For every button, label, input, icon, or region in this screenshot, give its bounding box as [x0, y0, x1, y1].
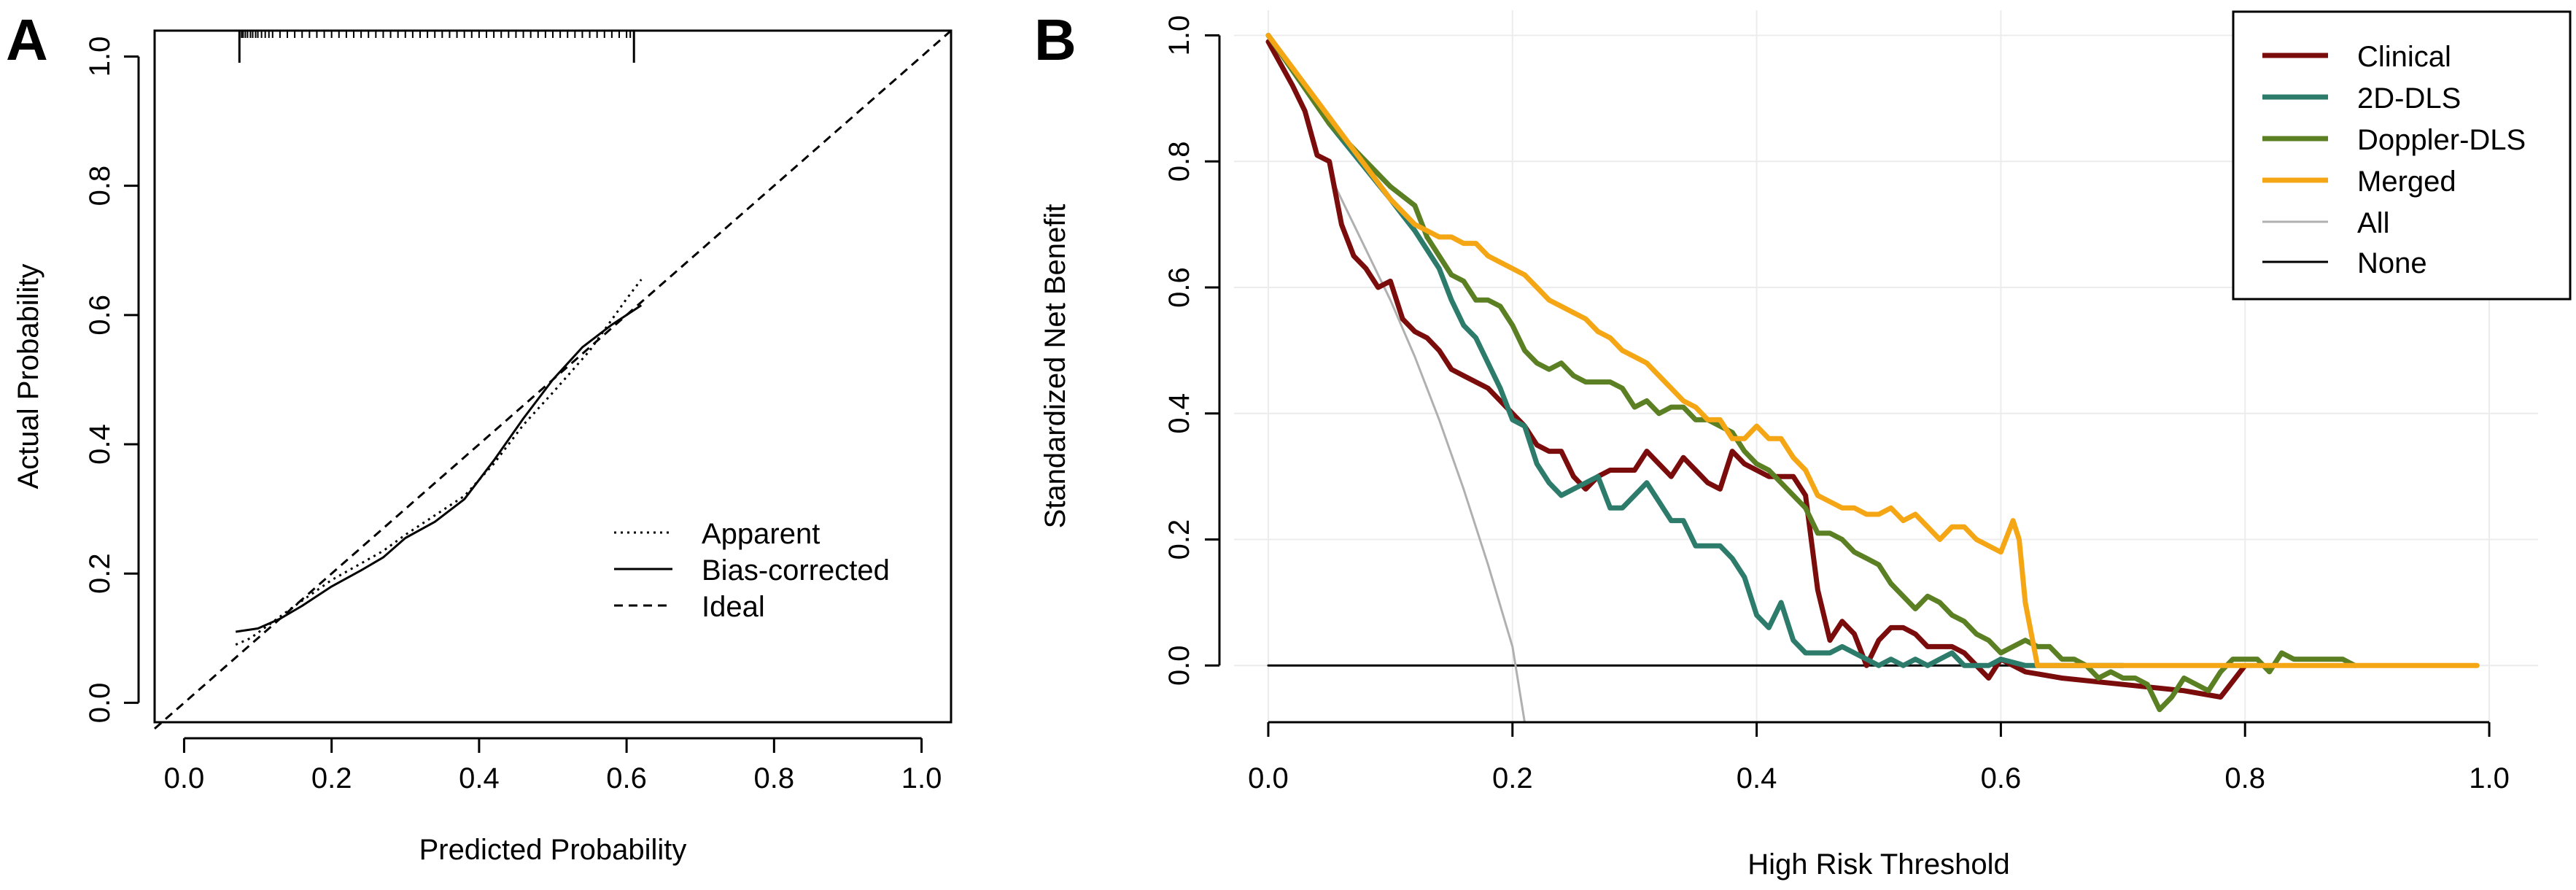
panel-b-legend-box: [2232, 10, 2572, 301]
panel-b-series-group: [1265, 33, 2480, 724]
panel-a: A 0.0 0.2 0.4 0.6 0.8 1.0 0.00.20.40.60.81.0 …: [6, 7, 953, 866]
panel-a-letter: A: [6, 7, 48, 72]
y-tick-label: 0.6: [1163, 267, 1195, 308]
panel-b: B 0.0 0.2 0.4 0.6 0.8 1.0 0.00.20.40.60.81.0 …: [1034, 7, 2572, 881]
x-tick-label: 0.8: [2224, 762, 2265, 794]
panel-a-series-group: [235, 279, 643, 646]
x-tick-label: 0.8: [754, 762, 795, 794]
x-tick-label: 0.2: [311, 762, 352, 794]
panel-a-legend: Apparent Bias-corrected Ideal: [614, 518, 890, 623]
panel-b-y-axis-label: Standardized Net Benefit: [1039, 204, 1071, 529]
y-tick-label: 1.0: [84, 36, 116, 77]
series-clinical: [1265, 39, 2248, 700]
series-merged: [1265, 33, 2480, 668]
y-tick-label: 0.4: [1163, 393, 1195, 434]
x-tick-label: 0.4: [459, 762, 500, 794]
panel-b-y-axis: 0.0 0.2 0.4 0.6 0.8 1.0: [1163, 15, 1221, 686]
panel-b-letter: B: [1034, 7, 1076, 72]
series-2d-dls: [1265, 33, 2126, 668]
x-tick-label: 1.0: [2469, 762, 2510, 794]
x-tick-label: 0.2: [1492, 762, 1533, 794]
y-tick-label: 0.6: [84, 295, 116, 336]
panel-a-y-axis: 0.0 0.2 0.4 0.6 0.8 1.0: [84, 36, 140, 724]
x-tick-label: 0.6: [1981, 762, 2022, 794]
legend-label-bias-corrected: Bias-corrected: [702, 554, 890, 587]
y-tick-label: 0.0: [1163, 645, 1195, 686]
y-tick-label: 0.0: [84, 683, 116, 724]
panel-b-legend: Clinical 2D-DLS Doppler-DLS Merged All N…: [2232, 10, 2572, 301]
y-tick-label: 0.4: [84, 424, 116, 465]
x-tick-label: 0.4: [1737, 762, 1777, 794]
series-bias-corrected: [235, 304, 643, 633]
x-tick-label: 1.0: [901, 762, 942, 794]
y-tick-label: 0.8: [1163, 141, 1195, 182]
panel-b-x-axis-label: High Risk Threshold: [1747, 848, 2009, 881]
legend-label-none: None: [2357, 247, 2427, 279]
panel-b-x-axis: 0.0 0.2 0.4 0.6 0.8 1.0: [1248, 721, 2510, 794]
legend-label-ideal: Ideal: [702, 591, 765, 623]
series-apparent: [235, 279, 643, 646]
legend-label-apparent: Apparent: [702, 518, 820, 550]
legend-label-all: All: [2357, 207, 2389, 239]
series-all: [1334, 185, 1526, 724]
panel-a-x-axis: 0.0 0.2 0.4 0.6 0.8 1.0: [164, 737, 942, 794]
legend-label-2d-dls: 2D-DLS: [2357, 82, 2461, 115]
legend-label-doppler-dls: Doppler-DLS: [2357, 124, 2526, 156]
panel-a-y-axis-label: Actual Probability: [12, 263, 44, 489]
y-tick-label: 0.2: [1163, 519, 1195, 560]
y-tick-label: 1.0: [1163, 15, 1195, 56]
x-tick-label: 0.6: [606, 762, 647, 794]
x-tick-label: 0.0: [1248, 762, 1289, 794]
legend-label-merged: Merged: [2357, 166, 2456, 198]
legend-label-clinical: Clinical: [2357, 41, 2451, 73]
x-tick-label: 0.0: [164, 762, 205, 794]
panel-a-x-axis-label: Predicted Probability: [419, 834, 687, 866]
y-tick-label: 0.2: [84, 553, 116, 594]
panel-a-rug: [238, 31, 635, 63]
series-doppler-dls: [1265, 33, 2358, 713]
y-tick-label: 0.8: [84, 166, 116, 206]
